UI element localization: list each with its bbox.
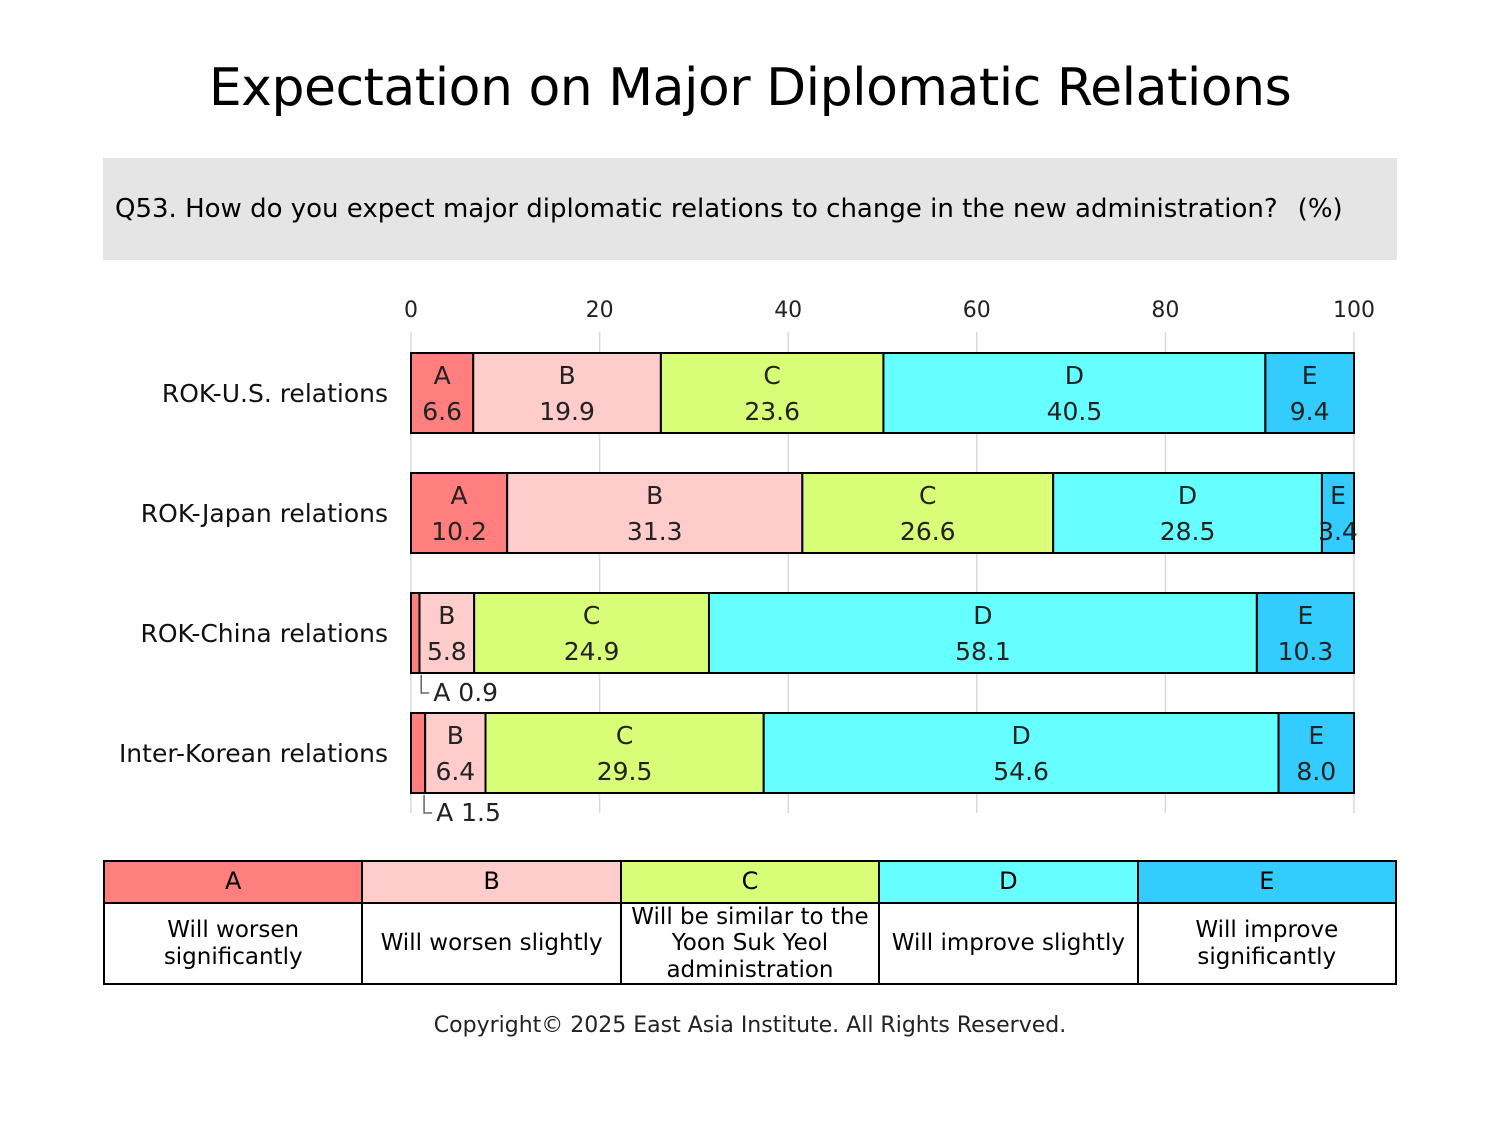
segment-letter-label: E <box>1298 601 1314 630</box>
legend-key-a: A <box>102 860 364 904</box>
legend-key-row: A B C D E <box>102 860 1398 904</box>
legend-desc-c: Will be similar to the Yoon Suk Yeol adm… <box>619 901 881 986</box>
x-tick-label: 60 <box>963 298 991 323</box>
x-tick-label: 20 <box>586 298 614 323</box>
segment-value-label: 23.6 <box>744 397 800 426</box>
segment-callout-label: A 0.9 <box>433 678 498 707</box>
legend-table: A B C D E Will worsen significantly Will… <box>102 860 1398 986</box>
segment-letter-label: C <box>583 601 600 630</box>
segment-letter-label: E <box>1302 361 1318 390</box>
segment-letter-label: E <box>1330 481 1346 510</box>
bar-segment-d <box>707 592 1258 674</box>
legend-desc-e: Will improve significantly <box>1136 901 1398 986</box>
segment-value-label: 9.4 <box>1290 397 1330 426</box>
bar-segment-e <box>1255 592 1355 674</box>
segment-letter-label: A <box>451 481 468 510</box>
segment-letter-label: D <box>973 601 992 630</box>
segment-letter-label: D <box>1011 721 1030 750</box>
bar-segment-c <box>801 472 1055 554</box>
segment-value-label: 54.6 <box>993 757 1049 786</box>
legend-key-b: B <box>361 860 622 904</box>
segment-value-label: 28.5 <box>1160 517 1216 546</box>
segment-letter-label: D <box>1065 361 1084 390</box>
bar-segment-a <box>410 712 427 794</box>
segment-letter-label: C <box>763 361 780 390</box>
segment-value-label: 10.3 <box>1278 637 1334 666</box>
segment-value-label: 6.6 <box>422 397 462 426</box>
segment-letter-label: D <box>1178 481 1197 510</box>
chart-title: Expectation on Major Diplomatic Relation… <box>208 58 1292 118</box>
callout-line <box>420 675 430 694</box>
x-tick-label: 80 <box>1151 298 1179 323</box>
bar-segment-d <box>762 712 1280 794</box>
x-tick-label: 0 <box>404 298 418 323</box>
bar-segment-a <box>410 352 475 434</box>
category-label: Inter-Korean relations <box>119 739 388 768</box>
segment-value-label: 6.4 <box>435 757 475 786</box>
segment-letter-label: C <box>616 721 633 750</box>
question-text: Q53. How do you expect major diplomatic … <box>115 194 1278 224</box>
bar-segment-b <box>418 592 476 674</box>
category-label: ROK-Japan relations <box>141 499 388 528</box>
segment-value-label: 26.6 <box>900 517 956 546</box>
segment-letter-label: B <box>438 601 455 630</box>
legend-desc-a: Will worsen significantly <box>102 901 364 986</box>
bar-segment-d <box>882 352 1267 434</box>
category-label: ROK-China relations <box>141 619 389 648</box>
segment-letter-label: C <box>919 481 936 510</box>
category-label: ROK-U.S. relations <box>162 379 388 408</box>
unit-label: (%) <box>1297 194 1343 224</box>
bar-segment-b <box>506 472 804 554</box>
segment-value-label: 58.1 <box>955 637 1011 666</box>
segment-value-label: 31.3 <box>627 517 683 546</box>
legend-desc-b: Will worsen slightly <box>361 901 622 986</box>
segment-value-label: 5.8 <box>427 637 467 666</box>
legend-key-d: D <box>878 860 1139 904</box>
segment-letter-label: A <box>434 361 451 390</box>
bar-segment-d <box>1052 472 1323 554</box>
legend-key-c: C <box>619 860 881 904</box>
bar-segment-a <box>410 592 421 674</box>
bar-segment-e <box>1264 352 1356 434</box>
legend-key-e: E <box>1136 860 1398 904</box>
segment-value-label: 3.4 <box>1318 517 1358 546</box>
segment-letter-label: E <box>1308 721 1324 750</box>
segment-value-label: 29.5 <box>597 757 653 786</box>
copyright-text: Copyright© 2025 East Asia Institute. All… <box>433 1013 1067 1038</box>
bar-segment-a <box>410 472 509 554</box>
segment-value-label: 10.2 <box>431 517 487 546</box>
segment-value-label: 19.9 <box>539 397 595 426</box>
callout-line <box>423 795 433 814</box>
legend-desc-d: Will improve slightly <box>878 901 1139 986</box>
question-box: Q53. How do you expect major diplomatic … <box>103 158 1397 260</box>
x-tick-label: 100 <box>1333 298 1375 323</box>
segment-letter-label: B <box>447 721 464 750</box>
segment-value-label: 24.9 <box>564 637 620 666</box>
bar-segment-e <box>1277 712 1356 794</box>
segment-value-label: 8.0 <box>1296 757 1336 786</box>
segment-letter-label: B <box>558 361 575 390</box>
segment-letter-label: B <box>646 481 663 510</box>
bar-segment-e <box>1320 472 1355 554</box>
segment-callout-label: A 1.5 <box>436 798 501 827</box>
stacked-bar-chart: 0 20 40 60 80 100 ROK-U.S. relations A 6.6 B 19.9 C… <box>119 298 1375 827</box>
x-tick-label: 40 <box>774 298 802 323</box>
legend-desc-row: Will worsen significantly Will worsen sl… <box>102 901 1398 986</box>
segment-value-label: 40.5 <box>1047 397 1103 426</box>
bar-segment-c <box>473 592 710 674</box>
